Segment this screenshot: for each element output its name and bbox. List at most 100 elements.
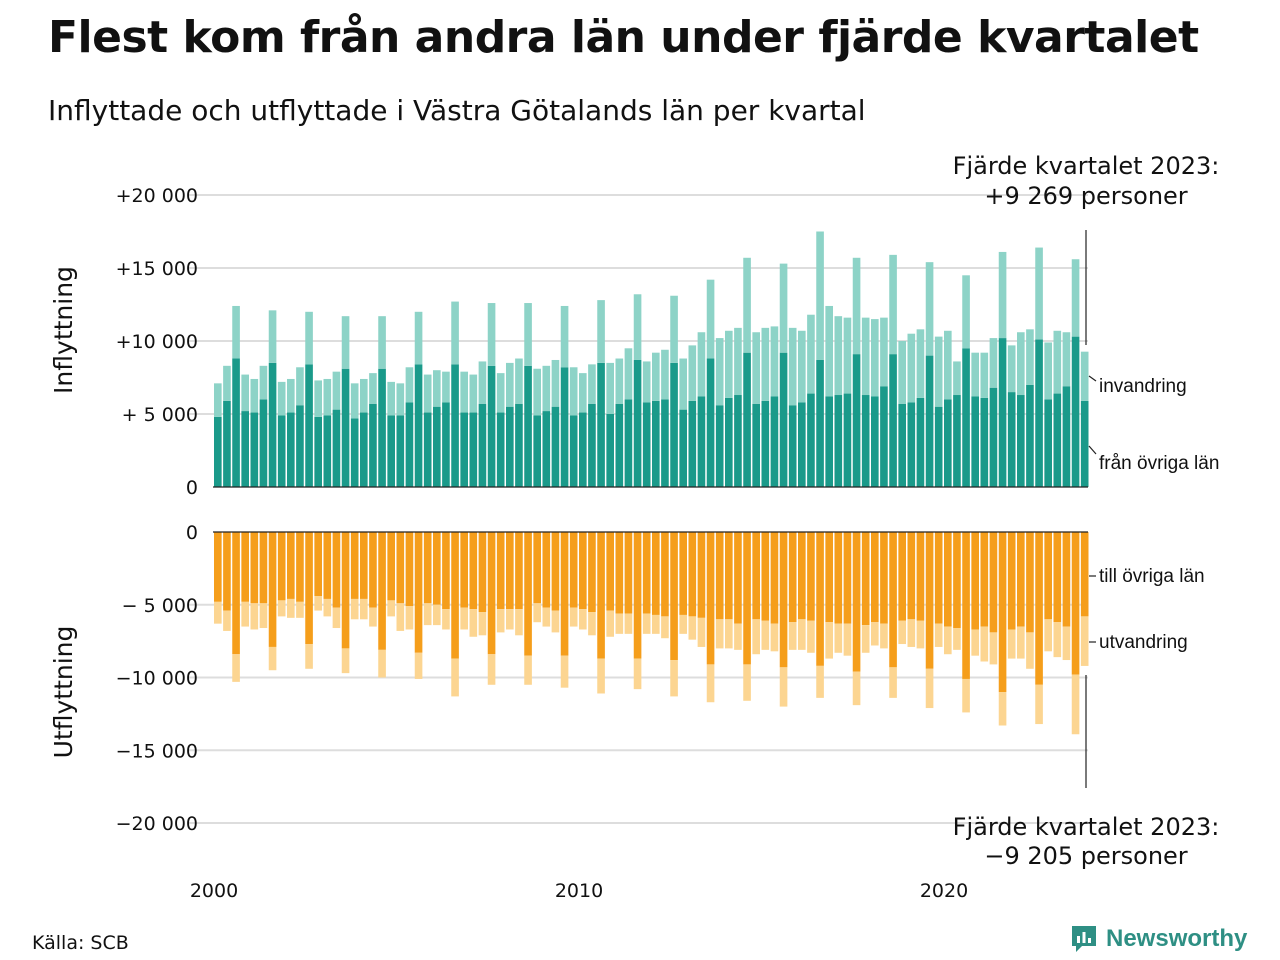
bar-invandring	[670, 295, 678, 363]
bar-utvandring	[597, 658, 605, 694]
bar-till-ovriga-lan	[779, 532, 788, 668]
bar-till-ovriga-lan	[378, 532, 386, 650]
bar-till-ovriga-lan	[898, 532, 906, 621]
bar-utvandring	[369, 607, 377, 627]
bar-fran-ovriga-lan	[241, 411, 249, 487]
bar-till-ovriga-lan	[642, 532, 651, 614]
bar-till-ovriga-lan	[305, 532, 313, 645]
bar-fran-ovriga-lan	[889, 354, 897, 487]
bar-fran-ovriga-lan	[688, 400, 697, 487]
bar-till-ovriga-lan	[405, 532, 414, 607]
brand-logo[interactable]: Newsworthy	[1070, 924, 1247, 954]
bar-utvandring	[871, 622, 879, 646]
bar-till-ovriga-lan	[861, 532, 870, 626]
bar-till-ovriga-lan	[871, 532, 879, 623]
bar-fran-ovriga-lan	[871, 396, 879, 487]
bar-till-ovriga-lan	[843, 532, 852, 624]
bar-fran-ovriga-lan	[725, 397, 733, 487]
bar-till-ovriga-lan	[1053, 532, 1062, 623]
bar-invandring	[1007, 345, 1016, 393]
bar-invandring	[925, 262, 934, 356]
bar-fran-ovriga-lan	[405, 402, 414, 487]
bar-invandring	[907, 333, 916, 403]
bar-invandring	[770, 326, 779, 397]
bar-fran-ovriga-lan	[670, 362, 678, 487]
bar-invandring	[524, 303, 532, 366]
bar-invandring	[989, 338, 998, 388]
bar-invandring	[1071, 259, 1080, 337]
bar-till-ovriga-lan	[697, 532, 706, 618]
y-tick-label-out: −20 000	[116, 813, 198, 835]
bar-utvandring	[661, 616, 669, 639]
bar-fran-ovriga-lan	[506, 406, 514, 487]
bar-till-ovriga-lan	[880, 532, 888, 624]
bar-fran-ovriga-lan	[916, 397, 925, 487]
bar-utvandring	[852, 671, 861, 706]
bar-invandring	[341, 316, 350, 369]
bar-till-ovriga-lan	[460, 532, 468, 608]
bar-till-ovriga-lan	[798, 532, 806, 620]
bar-invandring	[706, 279, 715, 359]
bar-till-ovriga-lan	[332, 532, 341, 608]
bar-invandring	[423, 374, 432, 413]
bar-invandring	[588, 364, 596, 404]
bar-utvandring	[925, 668, 934, 709]
bar-till-ovriga-lan	[442, 532, 450, 610]
bar-invandring	[414, 311, 423, 365]
bar-utvandring	[816, 665, 824, 698]
y-tick-label-in: +20 000	[116, 185, 198, 207]
bar-till-ovriga-lan	[752, 532, 760, 620]
bar-till-ovriga-lan	[761, 532, 770, 621]
bar-invandring	[360, 378, 368, 413]
bar-till-ovriga-lan	[241, 532, 249, 602]
bar-till-ovriga-lan	[998, 532, 1007, 693]
bar-fran-ovriga-lan	[1071, 336, 1080, 487]
bar-fran-ovriga-lan	[980, 397, 989, 487]
bar-invandring	[305, 311, 313, 365]
bar-till-ovriga-lan	[661, 532, 669, 617]
bar-fran-ovriga-lan	[542, 411, 551, 487]
bar-utvandring	[606, 610, 614, 637]
bar-utvandring	[934, 623, 943, 647]
bar-invandring	[633, 294, 642, 360]
bar-fran-ovriga-lan	[296, 405, 304, 487]
bar-invandring	[387, 381, 395, 416]
bar-invandring	[314, 380, 322, 417]
bar-till-ovriga-lan	[679, 532, 687, 615]
bar-fran-ovriga-lan	[1007, 392, 1016, 487]
bar-fran-ovriga-lan	[378, 368, 386, 487]
bar-invandring	[250, 378, 259, 413]
bar-invandring	[405, 367, 414, 403]
bar-utvandring	[916, 620, 925, 649]
bar-invandring	[396, 383, 405, 416]
bar-till-ovriga-lan	[296, 532, 304, 602]
bar-utvandring	[250, 603, 259, 630]
bar-till-ovriga-lan	[341, 532, 350, 649]
bar-invandring	[725, 330, 733, 398]
bar-invandring	[478, 361, 487, 404]
bar-till-ovriga-lan	[953, 532, 961, 629]
bar-invandring	[734, 327, 742, 396]
bar-invandring	[861, 317, 870, 396]
bar-till-ovriga-lan	[734, 532, 742, 624]
bar-fran-ovriga-lan	[971, 396, 979, 487]
bar-utvandring	[414, 652, 423, 679]
bar-fran-ovriga-lan	[414, 364, 423, 487]
bar-invandring	[1026, 329, 1034, 385]
bar-invandring	[1080, 351, 1089, 401]
bar-till-ovriga-lan	[250, 532, 259, 604]
bar-fran-ovriga-lan	[1017, 395, 1025, 487]
bar-fran-ovriga-lan	[934, 406, 943, 487]
bar-utvandring	[880, 623, 888, 649]
newsworthy-logo-icon	[1072, 926, 1096, 952]
bar-fran-ovriga-lan	[761, 400, 770, 487]
bar-utvandring	[214, 601, 222, 624]
bar-till-ovriga-lan	[524, 532, 532, 656]
bar-fran-ovriga-lan	[606, 414, 614, 487]
bar-invandring	[971, 352, 979, 397]
bar-fran-ovriga-lan	[697, 396, 706, 487]
bar-fran-ovriga-lan	[360, 412, 368, 487]
bar-till-ovriga-lan	[478, 532, 487, 613]
y-tick-label-in: +15 000	[116, 258, 198, 280]
bar-invandring	[743, 257, 751, 353]
